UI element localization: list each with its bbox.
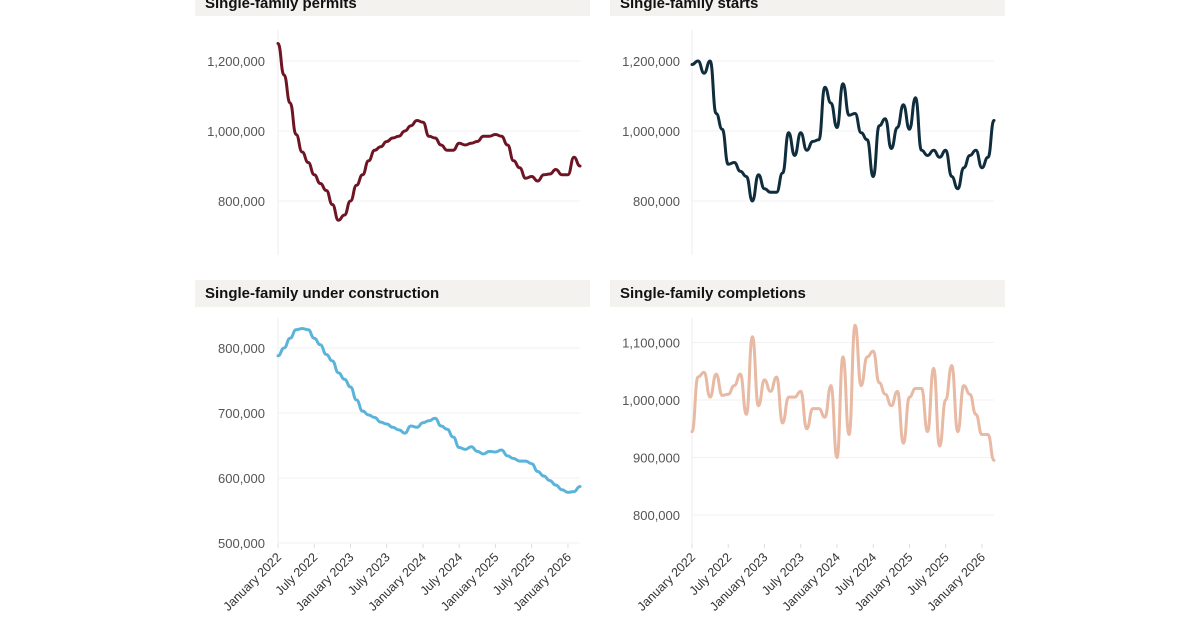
panel-title: Single-family starts bbox=[620, 0, 758, 12]
y-tick-label: 1,000,000 bbox=[622, 124, 680, 139]
panel-title: Single-family under construction bbox=[205, 285, 439, 302]
panel-title-bar bbox=[195, 280, 590, 307]
y-tick-label: 800,000 bbox=[218, 341, 265, 356]
x-tick-label: January 2022 bbox=[221, 550, 284, 613]
y-tick-label: 1,200,000 bbox=[207, 54, 265, 69]
chart-panel: Single-family permits 800,000 1,000,000 1,2… bbox=[195, 0, 590, 255]
y-tick-label: 900,000 bbox=[633, 451, 680, 466]
y-tick-label: 1,000,000 bbox=[207, 124, 265, 139]
y-tick-label: 800,000 bbox=[218, 194, 265, 209]
series-line bbox=[690, 59, 996, 203]
panel-title: Single-family completions bbox=[620, 285, 806, 302]
y-tick-label: 800,000 bbox=[633, 194, 680, 209]
panel-title-bar bbox=[610, 0, 1005, 16]
y-tick-label: 1,000,000 bbox=[622, 393, 680, 408]
chart-panel: Single-family completions 800,000 900,000 1… bbox=[610, 280, 1005, 614]
series-line bbox=[276, 327, 582, 494]
y-tick-label: 1,200,000 bbox=[622, 54, 680, 69]
panel-title-bar bbox=[610, 280, 1005, 307]
y-tick-label: 600,000 bbox=[218, 471, 265, 486]
series-line bbox=[276, 42, 582, 222]
y-tick-label: 500,000 bbox=[218, 536, 265, 551]
y-tick-label: 1,100,000 bbox=[622, 336, 680, 351]
y-tick-label: 700,000 bbox=[218, 406, 265, 421]
y-tick-label: 800,000 bbox=[633, 508, 680, 523]
series-line bbox=[690, 323, 996, 462]
x-tick-label: January 2022 bbox=[635, 550, 698, 613]
chart-panel: Single-family under construction 500,000 6… bbox=[195, 280, 590, 614]
chart-panel: Single-family starts 800,000 1,000,000 1,20… bbox=[610, 0, 1005, 255]
panel-title: Single-family permits bbox=[205, 0, 357, 12]
panel-title-bar bbox=[195, 0, 590, 16]
